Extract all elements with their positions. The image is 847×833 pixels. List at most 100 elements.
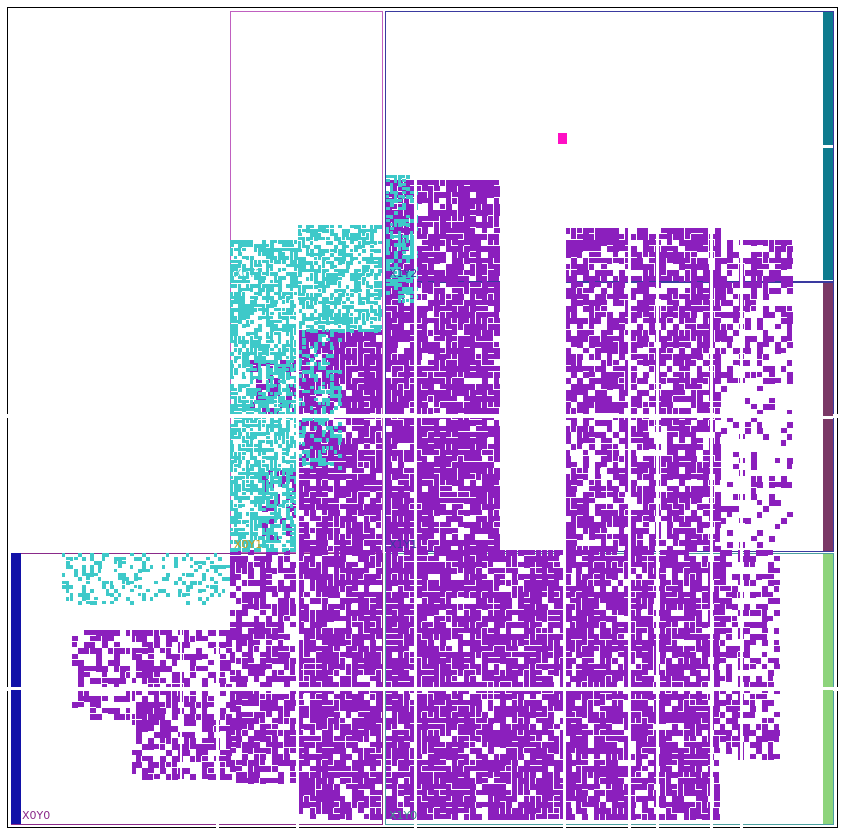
- placed-cell: [721, 330, 727, 336]
- placed-cell: [696, 658, 701, 664]
- placed-cell: [494, 772, 500, 777]
- placed-cell: [422, 222, 428, 228]
- placed-cell: [464, 510, 470, 516]
- placed-cell: [452, 610, 457, 616]
- placed-cell: [482, 366, 488, 372]
- placed-cell: [612, 670, 618, 676]
- placed-cell: [769, 366, 775, 372]
- placed-cell: [636, 628, 642, 634]
- placed-cell: [703, 474, 709, 480]
- placed-cell: [428, 766, 434, 771]
- placed-cell: [518, 712, 524, 717]
- placed-cell: [500, 622, 505, 628]
- placed-cell: [577, 252, 582, 258]
- placed-cell: [494, 270, 500, 276]
- placed-cell: [476, 294, 482, 299]
- placed-cell: [488, 802, 494, 808]
- placed-cell: [506, 658, 512, 664]
- placed-cell: [571, 522, 576, 528]
- placed-cell: [506, 562, 511, 567]
- placed-cell: [607, 360, 612, 366]
- placed-cell: [458, 712, 464, 717]
- placed-cell: [613, 462, 618, 468]
- placed-cell: [446, 270, 452, 276]
- placed-cell: [607, 450, 612, 456]
- placed-cell: [404, 450, 410, 456]
- placed-cell: [630, 652, 635, 658]
- placed-cell: [506, 670, 512, 676]
- placed-cell: [576, 778, 581, 783]
- placed-cell: [404, 468, 410, 473]
- placed-cell: [715, 444, 721, 450]
- placed-cell: [600, 814, 605, 820]
- placed-cell: [316, 522, 322, 527]
- placed-cell: [678, 652, 684, 657]
- placed-cell: [660, 634, 666, 640]
- placed-cell: [787, 458, 793, 464]
- placed-cell: [488, 450, 493, 455]
- placed-cell: [600, 568, 606, 574]
- placed-cell: [392, 682, 398, 687]
- placed-cell: [434, 258, 440, 264]
- placed-cell: [697, 306, 703, 312]
- placed-cell: [398, 646, 404, 652]
- placed-cell: [524, 580, 530, 586]
- placed-cell: [410, 550, 416, 556]
- placed-cell: [679, 522, 685, 527]
- placed-cell: [750, 610, 756, 616]
- placed-cell: [720, 556, 726, 562]
- placed-cell: [726, 742, 731, 748]
- placed-cell: [744, 664, 749, 670]
- placed-cell: [703, 450, 709, 455]
- placed-cell: [582, 616, 587, 622]
- placed-cell: [618, 700, 623, 706]
- placed-cell: [642, 604, 647, 609]
- placed-cell: [416, 408, 421, 414]
- placed-cell: [446, 808, 452, 814]
- placed-cell: [482, 694, 487, 699]
- placed-cell: [476, 462, 482, 468]
- placed-cell: [595, 234, 601, 240]
- placed-cell: [589, 258, 595, 263]
- placed-cell: [691, 336, 696, 341]
- placed-cell: [619, 288, 624, 294]
- placed-cell: [440, 222, 446, 228]
- placed-cell: [536, 640, 542, 645]
- placed-cell: [643, 486, 649, 492]
- placed-cell: [703, 480, 708, 486]
- placed-cell: [464, 724, 470, 730]
- placed-cell: [672, 622, 678, 627]
- placed-cell: [691, 264, 697, 270]
- placed-cell: [440, 480, 445, 485]
- placed-cell: [428, 682, 433, 687]
- placed-cell: [697, 498, 702, 503]
- placed-cell: [715, 288, 721, 294]
- placed-cell: [452, 258, 458, 264]
- placed-cell: [624, 814, 630, 820]
- placed-cell: [697, 504, 703, 510]
- placed-cell: [416, 796, 421, 802]
- placed-cell: [565, 504, 570, 510]
- placed-cell: [720, 622, 726, 627]
- placed-cell: [488, 486, 494, 492]
- placed-cell: [672, 754, 678, 759]
- placed-cell: [458, 622, 464, 627]
- placed-cell: [386, 646, 392, 652]
- placed-cell: [624, 724, 630, 730]
- placed-cell: [703, 408, 709, 413]
- placed-cell: [404, 550, 410, 555]
- placed-cell: [446, 468, 452, 474]
- placed-cell: [600, 778, 606, 784]
- placed-cell: [643, 342, 648, 347]
- placed-cell: [594, 616, 600, 622]
- placed-cell: [745, 270, 751, 276]
- placed-cell: [678, 718, 684, 723]
- placed-cell: [464, 562, 470, 568]
- placed-cell: [464, 312, 470, 318]
- placed-cell: [470, 222, 476, 227]
- placed-cell: [636, 748, 641, 754]
- placed-cell: [595, 480, 601, 486]
- placed-cell: [607, 282, 612, 288]
- placed-cell: [494, 456, 500, 462]
